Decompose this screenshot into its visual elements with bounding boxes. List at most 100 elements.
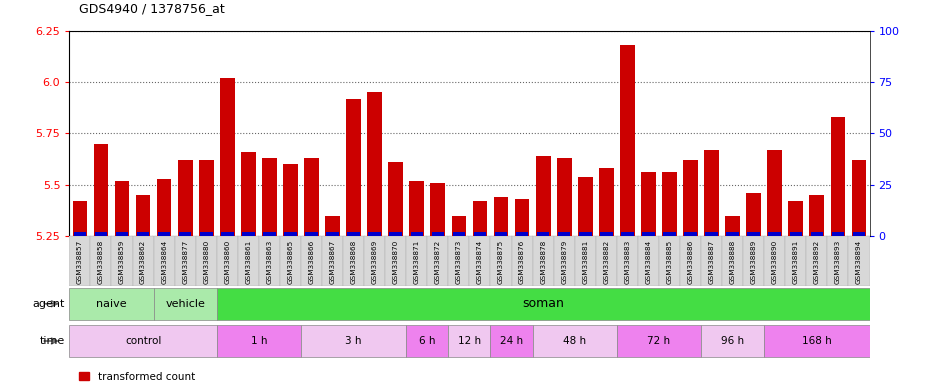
Bar bbox=[406, 325, 449, 357]
Bar bbox=[809, 195, 824, 236]
Bar bbox=[199, 160, 214, 236]
Bar bbox=[785, 236, 807, 286]
Bar bbox=[430, 183, 445, 236]
Text: GSM338890: GSM338890 bbox=[771, 240, 778, 285]
Bar bbox=[259, 236, 280, 286]
Bar bbox=[406, 236, 427, 286]
Bar bbox=[368, 232, 381, 236]
Text: GSM338892: GSM338892 bbox=[814, 240, 820, 285]
Bar bbox=[596, 236, 617, 286]
Text: 72 h: 72 h bbox=[648, 336, 671, 346]
Bar bbox=[449, 325, 490, 357]
Bar bbox=[680, 236, 701, 286]
Bar bbox=[853, 232, 865, 236]
Bar bbox=[617, 325, 701, 357]
Text: GSM338866: GSM338866 bbox=[309, 240, 315, 285]
Text: GSM338862: GSM338862 bbox=[140, 240, 146, 285]
Bar bbox=[367, 92, 382, 236]
Bar bbox=[216, 288, 870, 319]
Bar bbox=[238, 236, 259, 286]
Text: GSM338883: GSM338883 bbox=[624, 240, 630, 285]
Text: GSM338887: GSM338887 bbox=[709, 240, 715, 285]
Bar bbox=[284, 232, 297, 236]
Text: GSM338863: GSM338863 bbox=[266, 240, 272, 285]
Bar bbox=[410, 181, 425, 236]
Bar bbox=[598, 168, 613, 236]
Bar bbox=[810, 232, 823, 236]
Text: 168 h: 168 h bbox=[802, 336, 832, 346]
Text: GSM338891: GSM338891 bbox=[793, 240, 799, 285]
Bar bbox=[684, 232, 697, 236]
Text: GSM338858: GSM338858 bbox=[98, 240, 104, 285]
Text: GSM338878: GSM338878 bbox=[540, 240, 546, 285]
Text: GSM338857: GSM338857 bbox=[77, 240, 83, 285]
Text: time: time bbox=[40, 336, 65, 346]
Bar bbox=[512, 236, 533, 286]
Bar bbox=[304, 158, 319, 236]
Text: GSM338885: GSM338885 bbox=[667, 240, 672, 285]
Text: GSM338876: GSM338876 bbox=[519, 240, 525, 285]
Bar bbox=[743, 236, 764, 286]
Bar bbox=[764, 325, 870, 357]
Bar bbox=[514, 199, 529, 236]
Bar bbox=[701, 325, 764, 357]
Bar bbox=[262, 158, 277, 236]
Bar bbox=[388, 162, 403, 236]
Text: GSM338882: GSM338882 bbox=[603, 240, 610, 285]
Text: GSM338893: GSM338893 bbox=[835, 240, 841, 285]
Bar bbox=[449, 236, 469, 286]
Bar bbox=[69, 325, 216, 357]
Bar bbox=[179, 232, 191, 236]
Bar bbox=[704, 150, 719, 236]
Bar bbox=[641, 172, 656, 236]
Bar bbox=[769, 232, 781, 236]
Bar bbox=[220, 78, 235, 236]
Text: naive: naive bbox=[96, 299, 127, 309]
Bar bbox=[427, 236, 449, 286]
Bar bbox=[364, 236, 385, 286]
Bar bbox=[241, 152, 255, 236]
Bar bbox=[343, 236, 364, 286]
Bar bbox=[768, 150, 783, 236]
Bar bbox=[93, 144, 108, 236]
Bar bbox=[178, 160, 192, 236]
Bar bbox=[474, 232, 487, 236]
Bar bbox=[790, 232, 802, 236]
Text: vehicle: vehicle bbox=[166, 299, 205, 309]
Bar bbox=[848, 236, 869, 286]
Bar bbox=[554, 236, 574, 286]
Bar bbox=[154, 288, 216, 319]
Bar bbox=[722, 236, 743, 286]
Bar bbox=[706, 232, 718, 236]
Bar bbox=[136, 195, 151, 236]
Text: GSM338880: GSM338880 bbox=[204, 240, 209, 285]
Bar bbox=[322, 236, 343, 286]
Text: 1 h: 1 h bbox=[251, 336, 267, 346]
Bar bbox=[533, 325, 617, 357]
Bar bbox=[536, 232, 549, 236]
Bar bbox=[473, 201, 487, 236]
Text: 3 h: 3 h bbox=[345, 336, 362, 346]
Bar bbox=[156, 179, 171, 236]
Bar bbox=[154, 236, 175, 286]
Bar bbox=[283, 164, 298, 236]
Text: GSM338861: GSM338861 bbox=[245, 240, 252, 285]
Text: GSM338875: GSM338875 bbox=[498, 240, 504, 285]
Bar bbox=[747, 232, 760, 236]
Bar bbox=[305, 232, 318, 236]
Bar bbox=[617, 236, 638, 286]
Bar bbox=[536, 156, 550, 236]
Bar bbox=[348, 232, 360, 236]
Text: GSM338868: GSM338868 bbox=[351, 240, 357, 285]
Text: GSM338874: GSM338874 bbox=[477, 240, 483, 285]
Text: GDS4940 / 1378756_at: GDS4940 / 1378756_at bbox=[79, 2, 225, 15]
Bar bbox=[831, 117, 845, 236]
Text: GSM338859: GSM338859 bbox=[119, 240, 125, 285]
Text: agent: agent bbox=[32, 299, 65, 309]
Text: GSM338886: GSM338886 bbox=[687, 240, 694, 285]
Bar bbox=[659, 236, 680, 286]
Text: 24 h: 24 h bbox=[500, 336, 524, 346]
Bar bbox=[490, 325, 533, 357]
Bar bbox=[558, 232, 571, 236]
Text: GSM338872: GSM338872 bbox=[435, 240, 441, 285]
